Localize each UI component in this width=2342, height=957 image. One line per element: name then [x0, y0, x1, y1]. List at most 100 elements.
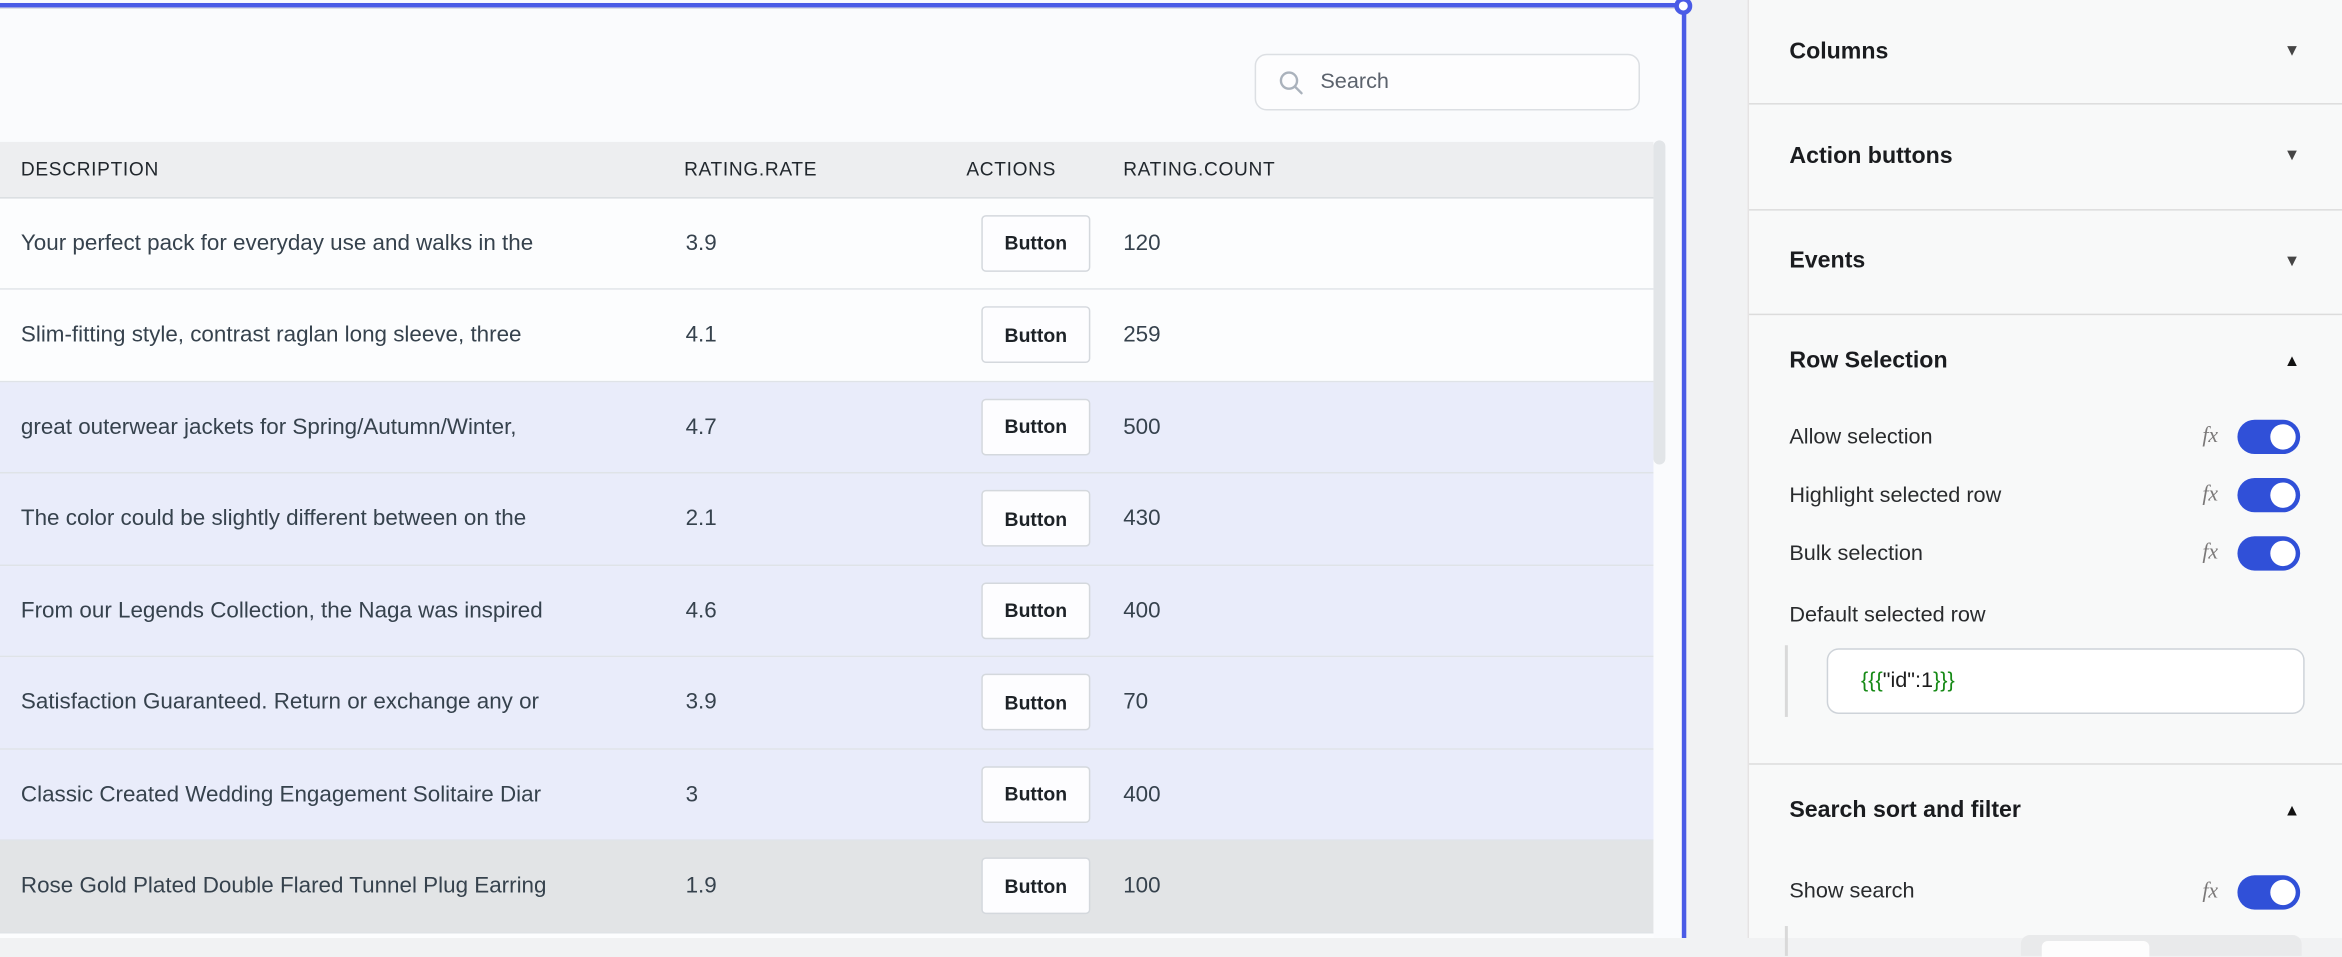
default-selected-row-editor: {{{"id":1}}}	[1749, 645, 2342, 717]
segmented-control-active-option[interactable]	[2041, 940, 2150, 957]
column-header-rating-count[interactable]: RATING.COUNT	[1123, 157, 1276, 181]
segmented-control[interactable]	[2020, 935, 2302, 957]
cell-rating-rate: 1.9	[685, 873, 717, 899]
prop-label: Allow selection	[1789, 424, 1933, 449]
cell-rating-rate: 3	[685, 781, 699, 807]
widget-selection-border-top	[0, 2, 1684, 8]
cell-description: Satisfaction Guaranteed. Return or excha…	[20, 689, 540, 716]
fx-icon[interactable]: fx	[2202, 482, 2219, 507]
indent-guide	[1784, 926, 1788, 956]
table-vertical-scrollbar[interactable]	[1652, 140, 1665, 465]
chevron-up-icon: ▲	[2283, 801, 2301, 820]
chevron-down-icon: ▼	[2283, 252, 2301, 270]
table-widget[interactable]: DESCRIPTION RATING.RATE ACTIONS RATING.C…	[0, 0, 1687, 938]
table-search-box[interactable]	[1254, 53, 1640, 111]
section-row-selection-header[interactable]: Row Selection ▲	[1749, 315, 2342, 408]
show-search-toggle[interactable]	[2237, 874, 2301, 909]
section-divider	[1749, 763, 2342, 765]
cell-rating-count: 70	[1123, 689, 1149, 716]
section-title: Events	[1789, 248, 1866, 274]
row-action-button[interactable]: Button	[981, 490, 1091, 548]
cell-description: From our Legends Collection, the Naga wa…	[20, 597, 543, 624]
section-search-sort-filter: Search sort and filter ▲ Show search fx	[1749, 765, 2342, 957]
toggle-knob	[2270, 482, 2296, 508]
section-columns[interactable]: Columns ▼	[1749, 0, 2342, 103]
row-action-button[interactable]: Button	[981, 398, 1091, 456]
toggle-knob	[2270, 878, 2296, 905]
canvas-background	[1686, 0, 1748, 938]
section-spacer	[1749, 714, 2342, 763]
cell-rating-count: 400	[1123, 597, 1161, 624]
table-row[interactable]: Rose Gold Plated Double Flared Tunnel Pl…	[0, 840, 1653, 933]
table-row[interactable]: Classic Created Wedding Engagement Solit…	[0, 749, 1653, 841]
section-events[interactable]: Events ▼	[1749, 210, 2342, 314]
indent-guide	[1784, 645, 1788, 717]
table-row[interactable]: great outerwear jackets for Spring/Autum…	[0, 381, 1653, 474]
cell-description: Slim-fitting style, contrast raglan long…	[20, 322, 522, 348]
default-selected-row-input[interactable]: {{{"id":1}}}	[1826, 648, 2305, 714]
cell-rating-count: 400	[1123, 781, 1161, 807]
code-inner: "id":1	[1882, 669, 1934, 694]
search-input[interactable]	[1317, 68, 1593, 96]
toggle-knob	[2270, 424, 2296, 450]
property-pane: Columns ▼ Action buttons ▼ Events ▼ Row …	[1747, 0, 2342, 957]
widget-top-shadow	[0, 7, 1684, 9]
column-header-rating-rate[interactable]: RATING.RATE	[684, 157, 818, 181]
fx-icon[interactable]: fx	[2202, 424, 2219, 449]
widget-selection-border-right	[1681, 5, 1687, 938]
cell-rating-rate: 3.9	[685, 689, 717, 716]
table-row[interactable]: From our Legends Collection, the Naga wa…	[0, 565, 1653, 658]
section-action-buttons[interactable]: Action buttons ▼	[1749, 105, 2342, 209]
fx-icon[interactable]: fx	[2202, 878, 2219, 903]
table-row[interactable]: Slim-fitting style, contrast raglan long…	[0, 289, 1653, 382]
table-row-partial	[0, 932, 1653, 938]
section-title: Action buttons	[1789, 143, 1953, 169]
table-row[interactable]: Satisfaction Guaranteed. Return or excha…	[0, 657, 1653, 750]
column-header-description[interactable]: DESCRIPTION	[20, 157, 159, 181]
chevron-down-icon: ▼	[2283, 146, 2301, 165]
cell-rating-count: 500	[1123, 414, 1161, 440]
row-action-button[interactable]: Button	[981, 673, 1091, 731]
table-row[interactable]: The color could be slightly different be…	[0, 473, 1653, 566]
cell-rating-rate: 3.9	[685, 230, 717, 256]
column-header-actions[interactable]: ACTIONS	[966, 157, 1057, 181]
row-action-button[interactable]: Button	[981, 214, 1091, 272]
cell-rating-rate: 2.1	[685, 505, 717, 532]
section-title: Columns	[1789, 38, 1889, 64]
highlight-selected-row-toggle[interactable]	[2237, 477, 2301, 513]
code-brace-close: }}}	[1933, 669, 1955, 694]
section-title: Row Selection	[1789, 348, 1948, 374]
cell-description: The color could be slightly different be…	[20, 505, 527, 532]
section-row-selection: Row Selection ▲ Allow selection fx Highl…	[1749, 315, 2342, 763]
prop-bulk-selection: Bulk selection fx	[1749, 524, 2342, 582]
widget-resize-handle[interactable]	[1674, 0, 1693, 15]
prop-show-search: Show search fx	[1749, 862, 2342, 922]
cell-description: great outerwear jackets for Spring/Autum…	[20, 414, 517, 440]
allow-selection-toggle[interactable]	[2237, 419, 2301, 455]
row-action-button[interactable]: Button	[981, 857, 1091, 915]
prop-highlight-selected-row: Highlight selected row fx	[1749, 466, 2342, 524]
section-title: Search sort and filter	[1789, 797, 2021, 823]
row-action-button[interactable]: Button	[981, 306, 1091, 364]
cell-description: Rose Gold Plated Double Flared Tunnel Pl…	[20, 873, 547, 899]
cell-description: Classic Created Wedding Engagement Solit…	[20, 781, 542, 807]
prop-label: Default selected row	[1789, 603, 1986, 628]
cell-rating-rate: 4.7	[685, 414, 717, 440]
cell-rating-count: 430	[1123, 505, 1161, 532]
section-divider	[1749, 313, 2342, 316]
cell-rating-rate: 4.6	[685, 597, 717, 624]
toggle-knob	[2270, 540, 2296, 567]
fx-icon[interactable]: fx	[2202, 540, 2219, 565]
prop-allow-selection: Allow selection fx	[1749, 408, 2342, 466]
table-row[interactable]: Your perfect pack for everyday use and w…	[0, 197, 1653, 290]
row-action-button[interactable]: Button	[981, 765, 1091, 823]
bulk-selection-toggle[interactable]	[2237, 536, 2301, 571]
section-divider	[1749, 103, 2342, 105]
prop-label: Bulk selection	[1789, 541, 1923, 566]
section-divider	[1749, 208, 2342, 210]
section-search-sort-header[interactable]: Search sort and filter ▲	[1749, 765, 2342, 858]
data-table: DESCRIPTION RATING.RATE ACTIONS RATING.C…	[0, 141, 1653, 938]
prop-label: Show search	[1789, 879, 1915, 904]
row-action-button[interactable]: Button	[981, 582, 1091, 639]
